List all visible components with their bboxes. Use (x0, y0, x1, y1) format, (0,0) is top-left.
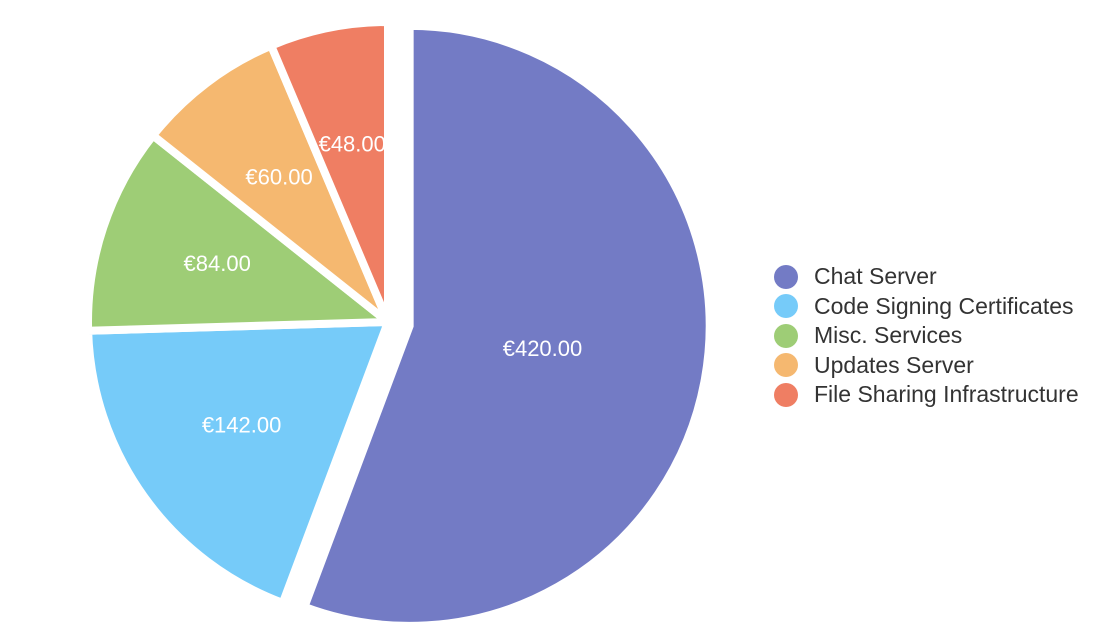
legend-item-file-sharing-infrastructure[interactable]: File Sharing Infrastructure (774, 380, 1079, 410)
legend-swatch (774, 264, 798, 289)
legend-label: Updates Server (814, 351, 974, 378)
legend-item-updates-server[interactable]: Updates Server (774, 351, 1079, 381)
pie-slice-chat-server[interactable] (299, 21, 714, 626)
legend-label: Misc. Services (814, 322, 963, 349)
slice-value-label-file-sharing-infrastructure: €48.00 (319, 131, 386, 156)
slice-value-label-chat-server: €420.00 (503, 336, 583, 361)
slice-value-label-misc-services: €84.00 (184, 251, 251, 276)
legend-item-misc-services[interactable]: Misc. Services (774, 321, 1079, 351)
pie-slice-misc-services[interactable] (84, 129, 400, 335)
slice-value-label-updates-server: €60.00 (245, 165, 312, 190)
pie-slice-file-sharing-infrastructure[interactable] (265, 17, 392, 324)
pie-slice-code-signing-certificates[interactable] (84, 317, 394, 609)
legend-swatch (774, 353, 798, 378)
legend-item-chat-server[interactable]: Chat Server (774, 262, 1079, 292)
slice-value-label-code-signing-certificates: €142.00 (202, 413, 282, 438)
legend-label: Code Signing Certificates (814, 292, 1074, 319)
legend-swatch (774, 294, 798, 319)
legend-label: Chat Server (814, 263, 937, 290)
pie-slice-updates-server[interactable] (147, 40, 392, 326)
chart-legend: Chat Server Code Signing Certificates Misc… (774, 262, 1079, 410)
legend-swatch (774, 323, 798, 348)
legend-label: File Sharing Infrastructure (814, 381, 1079, 408)
legend-swatch (774, 382, 798, 407)
legend-item-code-signing-certificates[interactable]: Code Signing Certificates (774, 292, 1079, 322)
